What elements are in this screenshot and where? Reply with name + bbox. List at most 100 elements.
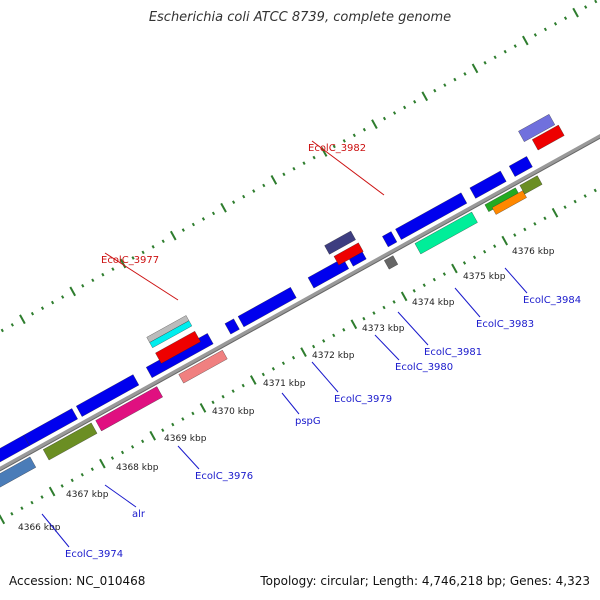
gene-label: EcolC_3979: [334, 394, 392, 405]
gene-label-leader: [311, 361, 339, 393]
tick-mark: [169, 230, 177, 241]
tick-mark: [300, 347, 307, 357]
tick-mark: [463, 72, 467, 76]
kbp-labels: 4366 kbp 4367 kbp 4368 kbp 4369 kbp 4370 kbp…: [18, 247, 555, 533]
tick-mark: [69, 286, 76, 297]
tick-mark: [332, 333, 336, 338]
tick-mark: [30, 311, 35, 316]
tick-mark: [332, 144, 336, 149]
tick-mark: [312, 344, 316, 349]
tick-mark: [421, 91, 429, 102]
tick-mark: [131, 256, 135, 260]
tick-mark: [262, 183, 266, 188]
tick-mark: [412, 288, 416, 293]
gene-label: EcolC_3977: [101, 255, 159, 266]
tick-mark: [483, 61, 487, 65]
tick-mark: [563, 205, 567, 209]
tick-mark: [101, 272, 105, 277]
tick-mark: [371, 119, 378, 130]
tick-mark: [513, 233, 517, 237]
tick-mark: [501, 235, 509, 246]
gene-arrow: [508, 156, 533, 177]
tick-mark: [249, 375, 257, 385]
tick-mark: [30, 500, 34, 505]
gene-arrow: [237, 287, 297, 328]
kbp-label: 4369 kbp: [164, 434, 207, 444]
kbp-label: 4368 kbp: [116, 463, 159, 473]
gene-arrow: [414, 211, 478, 255]
tick-mark: [81, 284, 85, 288]
backbone-shadow: [0, 137, 600, 472]
tick-mark: [191, 411, 195, 416]
tick-mark: [281, 361, 286, 366]
tick-mark: [573, 199, 577, 204]
tick-mark: [232, 200, 236, 205]
tick-mark: [10, 511, 14, 516]
gene-label: EcolC_3984: [523, 295, 581, 306]
tick-mark: [171, 422, 175, 427]
gene-labels: EcolC_3974 alr EcolC_3976 EcolC_3977 pspG Eco…: [41, 140, 581, 560]
tick-mark: [231, 389, 235, 393]
genome-summary-text: Topology: circular; Length: 4,746,218 bp…: [260, 574, 590, 588]
tick-mark: [302, 161, 306, 165]
gene-arrow: [76, 374, 140, 417]
backbone-line: [0, 134, 600, 472]
tick-mark: [181, 417, 185, 421]
gene-label: alr: [132, 509, 146, 520]
tick-mark: [594, 0, 598, 4]
tick-mark: [493, 55, 497, 60]
kbp-label: 4374 kbp: [412, 298, 455, 308]
tick-mark: [40, 306, 45, 310]
tick-mark: [403, 105, 407, 110]
tick-mark: [442, 272, 446, 276]
gene-arrow: [149, 320, 193, 348]
tick-mark: [362, 316, 366, 321]
gene-arrow: [307, 258, 350, 289]
tick-mark: [443, 83, 447, 87]
kbp-label: 4376 kbp: [512, 247, 555, 257]
gene-arrow: [532, 124, 565, 151]
tick-mark: [523, 227, 527, 232]
tick-mark: [312, 155, 316, 160]
gene-label: EcolC_3974: [65, 549, 123, 560]
tick-mark: [513, 44, 517, 48]
tick-mark: [563, 16, 568, 21]
tick-mark: [211, 400, 215, 405]
tick-mark: [543, 216, 547, 221]
tick-mark: [211, 211, 216, 216]
tick-mark: [533, 222, 537, 226]
gene-label-leader: [104, 252, 179, 301]
tick-mark: [350, 319, 358, 330]
tick-mark: [453, 77, 457, 82]
tick-mark: [342, 328, 346, 332]
tick-mark: [342, 139, 346, 143]
tick-mark: [392, 111, 397, 115]
tick-mark: [120, 450, 125, 455]
gene-label-leader: [41, 513, 70, 548]
kbp-label: 4371 kbp: [263, 379, 306, 389]
tick-mark: [241, 383, 245, 388]
gene-label-leader: [104, 484, 137, 508]
tick-mark: [522, 35, 529, 46]
tick-mark: [292, 166, 296, 171]
gene-arrow: [155, 331, 201, 364]
tick-mark: [111, 267, 115, 271]
gene-label-leader: [177, 445, 200, 470]
tick-mark: [90, 467, 94, 471]
tick-mark: [149, 430, 156, 441]
tick-mark: [451, 263, 458, 274]
tick-mark: [372, 311, 376, 315]
tick-mark: [471, 63, 479, 74]
gene-label: EcolC_3981: [424, 347, 482, 358]
genome-backbone: [0, 134, 600, 472]
tick-mark: [61, 295, 65, 299]
tick-mark: [382, 305, 386, 310]
tick-mark: [191, 222, 195, 227]
gene-arrow: [324, 230, 356, 255]
tick-mark: [0, 328, 4, 333]
tick-mark: [181, 228, 185, 232]
tick-mark: [483, 249, 487, 254]
gene-label-leader: [397, 311, 429, 346]
